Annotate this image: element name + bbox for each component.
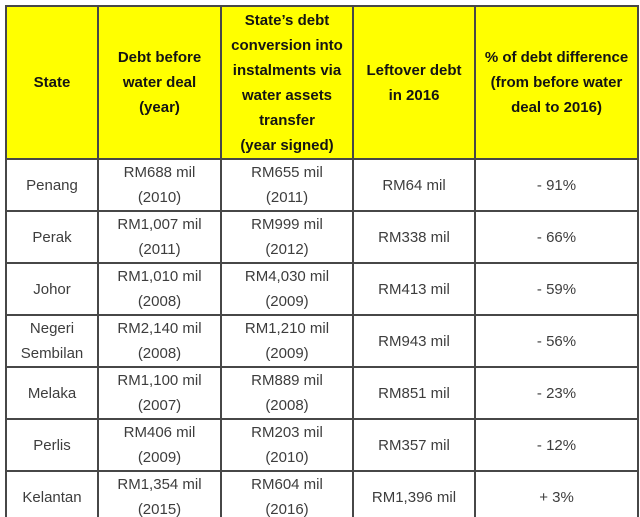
cell-conversion: RM604 mil (2016): [220, 470, 354, 517]
column-header-debt-before: Debt before water deal (year): [97, 5, 222, 160]
cell-state: Kelantan: [5, 470, 99, 517]
table-row-kelantan: Kelantan RM1,354 mil (2015) RM604 mil (2…: [5, 470, 639, 517]
cell-debt-before: RM1,100 mil (2007): [97, 366, 222, 420]
cell-debt-before: RM688 mil (2010): [97, 158, 222, 212]
cell-state: Negeri Sembilan: [5, 314, 99, 368]
table-row-penang: Penang RM688 mil (2010) RM655 mil (2011)…: [5, 158, 639, 212]
cell-leftover: RM943 mil: [352, 314, 476, 368]
cell-leftover: RM851 mil: [352, 366, 476, 420]
cell-debt-before: RM1,007 mil (2011): [97, 210, 222, 264]
cell-leftover: RM338 mil: [352, 210, 476, 264]
table-row-negeri-sembilan: Negeri Sembilan RM2,140 mil (2008) RM1,2…: [5, 314, 639, 368]
cell-diff: - 12%: [474, 418, 639, 472]
cell-debt-before: RM406 mil (2009): [97, 418, 222, 472]
cell-conversion: RM999 mil (2012): [220, 210, 354, 264]
cell-leftover: RM413 mil: [352, 262, 476, 316]
cell-conversion: RM4,030 mil (2009): [220, 262, 354, 316]
cell-diff: - 23%: [474, 366, 639, 420]
cell-debt-before: RM1,010 mil (2008): [97, 262, 222, 316]
table-header-row: State Debt before water deal (year) Stat…: [5, 5, 639, 160]
column-header-leftover: Leftover debt in 2016: [352, 5, 476, 160]
cell-conversion: RM889 mil (2008): [220, 366, 354, 420]
debt-table: State Debt before water deal (year) Stat…: [5, 5, 639, 517]
column-header-conversion: State’s debt conversion into instalments…: [220, 5, 354, 160]
cell-debt-before: RM2,140 mil (2008): [97, 314, 222, 368]
cell-diff: - 91%: [474, 158, 639, 212]
table-row-johor: Johor RM1,010 mil (2008) RM4,030 mil (20…: [5, 262, 639, 316]
cell-state: Perlis: [5, 418, 99, 472]
cell-diff: - 66%: [474, 210, 639, 264]
cell-conversion: RM1,210 mil (2009): [220, 314, 354, 368]
column-header-diff: % of debt difference (from before water …: [474, 5, 639, 160]
cell-debt-before: RM1,354 mil (2015): [97, 470, 222, 517]
table-row-perlis: Perlis RM406 mil (2009) RM203 mil (2010)…: [5, 418, 639, 472]
cell-conversion: RM203 mil (2010): [220, 418, 354, 472]
column-header-state: State: [5, 5, 99, 160]
cell-leftover: RM64 mil: [352, 158, 476, 212]
cell-diff: - 56%: [474, 314, 639, 368]
cell-state: Perak: [5, 210, 99, 264]
cell-diff: - 59%: [474, 262, 639, 316]
cell-state: Penang: [5, 158, 99, 212]
cell-leftover: RM1,396 mil: [352, 470, 476, 517]
cell-conversion: RM655 mil (2011): [220, 158, 354, 212]
cell-state: Johor: [5, 262, 99, 316]
cell-diff: + 3%: [474, 470, 639, 517]
cell-state: Melaka: [5, 366, 99, 420]
table-row-perak: Perak RM1,007 mil (2011) RM999 mil (2012…: [5, 210, 639, 264]
table-row-melaka: Melaka RM1,100 mil (2007) RM889 mil (200…: [5, 366, 639, 420]
cell-leftover: RM357 mil: [352, 418, 476, 472]
